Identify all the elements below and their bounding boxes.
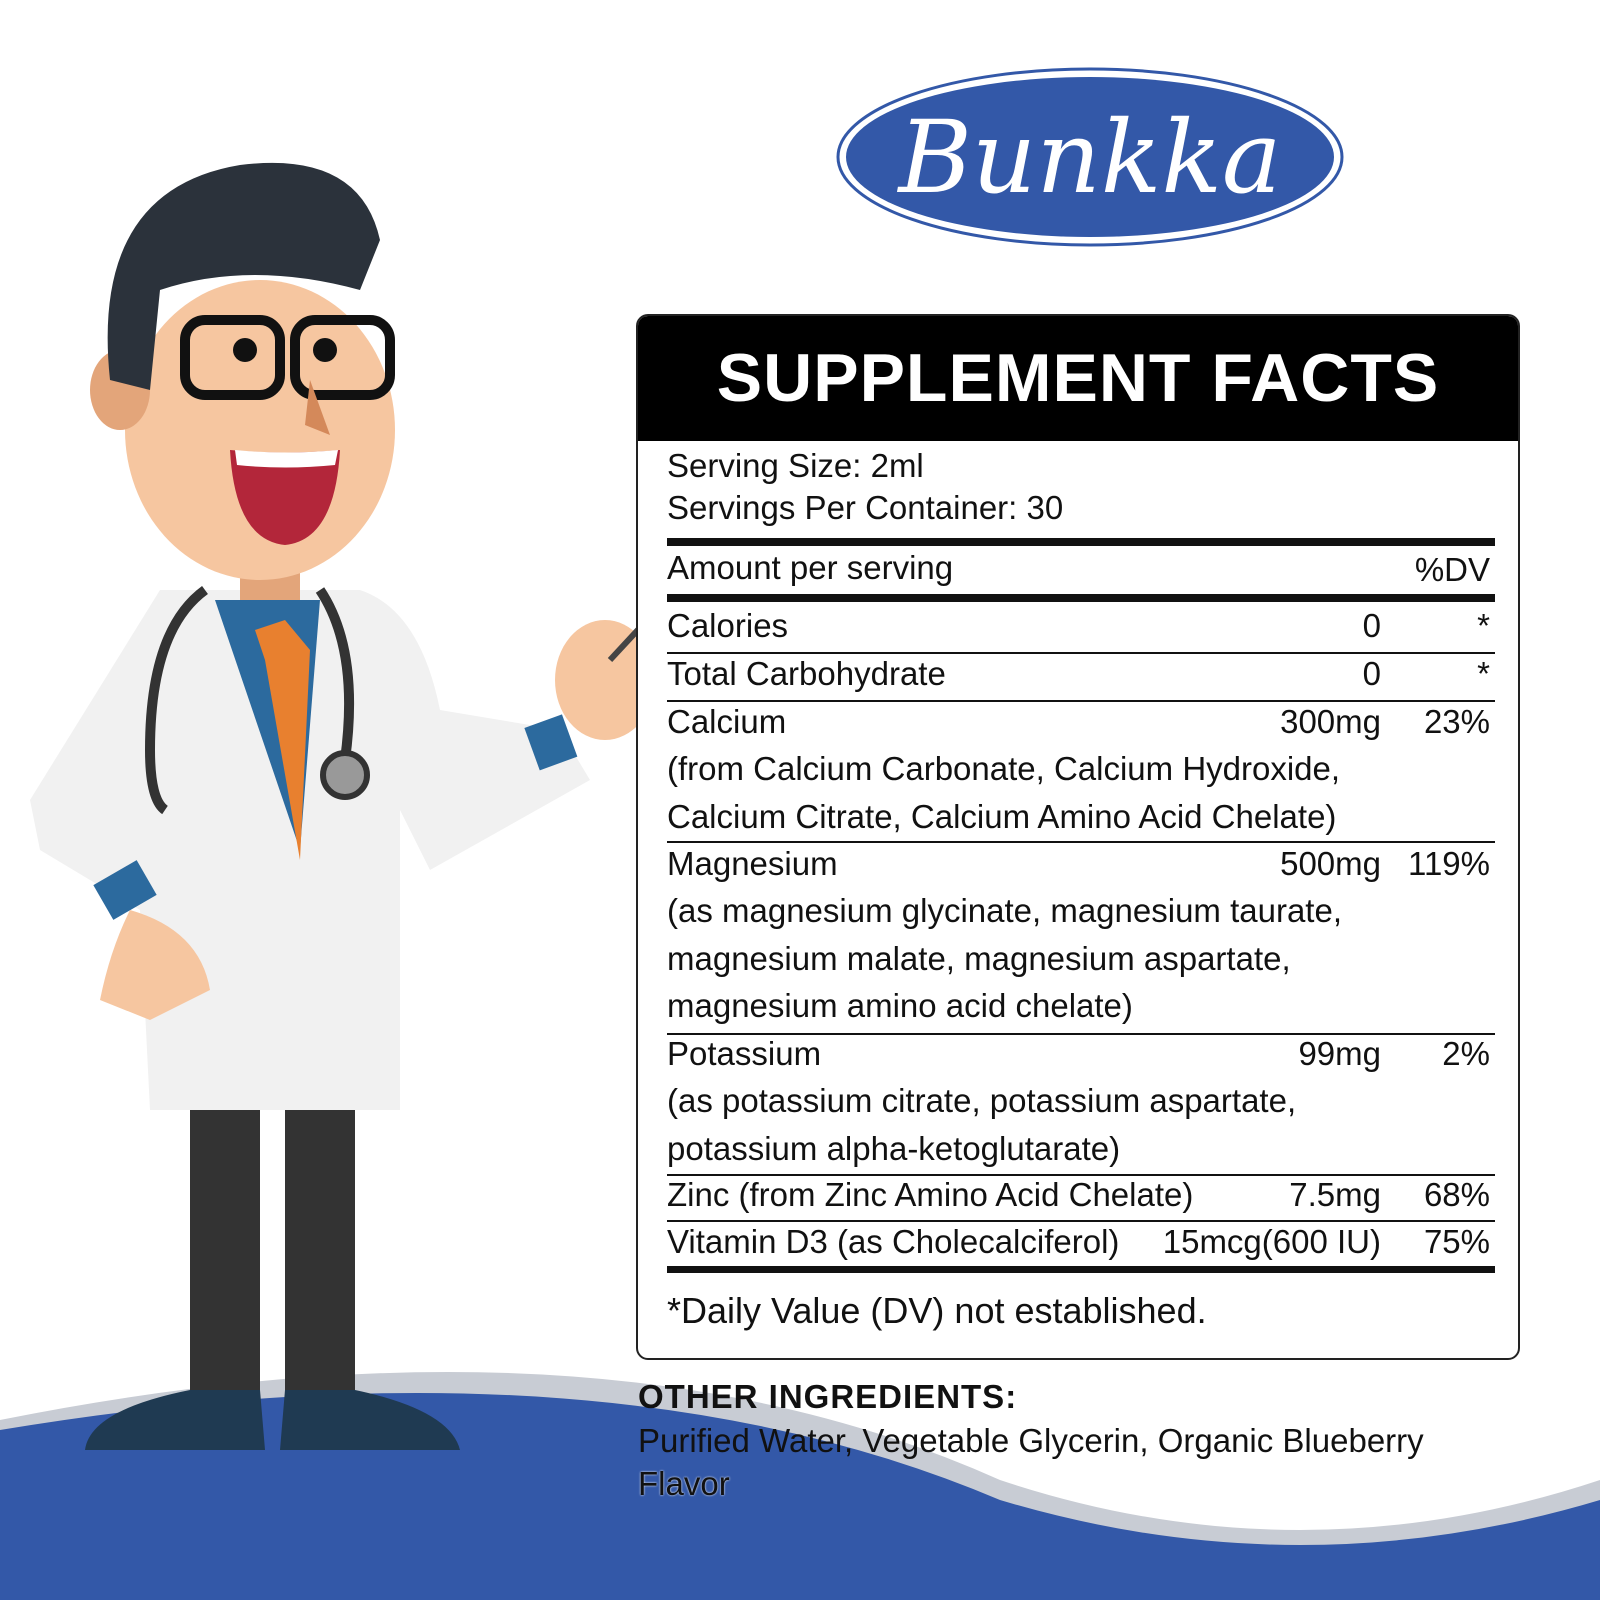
nutrient-detail: (as magnesium glycinate, magnesium taura…: [667, 892, 1342, 929]
nutrient-dv: *: [1477, 655, 1490, 692]
other-ingredients-title: OTHER INGREDIENTS:: [638, 1378, 1018, 1415]
supplement-facts-panel: SUPPLEMENT FACTS: [636, 314, 1520, 1360]
nutrient-amount: 500mg: [1280, 845, 1381, 882]
nutrient-dv: 23%: [1423, 703, 1490, 740]
nutrient-detail: magnesium malate, magnesium aspartate,: [667, 940, 1291, 977]
footnote: *Daily Value (DV) not established.: [667, 1290, 1207, 1331]
nutrient-name: Magnesium: [667, 845, 838, 882]
nutrient-dv: 68%: [1423, 1176, 1490, 1213]
divider: [667, 1033, 1495, 1035]
nutrient-amount: 0: [1362, 655, 1381, 692]
nutrient-amount: 300mg: [1280, 703, 1381, 740]
dv-header: %DV: [1414, 551, 1490, 588]
amount-header: Amount per serving: [667, 549, 954, 586]
nutrient-dv: 75%: [1423, 1223, 1490, 1260]
nutrient-dv: 2%: [1442, 1035, 1490, 1072]
nutrient-dv: *: [1477, 607, 1490, 644]
nutrient-amount: 99mg: [1298, 1035, 1381, 1072]
nutrient-name: Vitamin D3 (as Cholecalciferol): [667, 1223, 1120, 1260]
doctor-illustration: [30, 162, 680, 1450]
facts-title: SUPPLEMENT FACTS: [638, 316, 1518, 441]
nutrient-name: Zinc (from Zinc Amino Acid Chelate): [667, 1176, 1194, 1213]
nutrient-name: Potassium: [667, 1035, 822, 1072]
svg-text:Bunkka: Bunkka: [896, 99, 1281, 216]
nutrient-detail: magnesium amino acid chelate): [667, 987, 1133, 1024]
divider: [667, 1174, 1495, 1176]
nutrient-detail: (as potassium citrate, potassium asparta…: [667, 1082, 1297, 1119]
nutrient-detail: Calcium Citrate, Calcium Amino Acid Chel…: [667, 798, 1337, 835]
nutrient-amount: 7.5mg: [1289, 1176, 1381, 1213]
nutrient-amount: 0: [1362, 607, 1381, 644]
nutrient-dv: 119%: [1408, 845, 1490, 882]
servings-per-container: Servings Per Container: 30: [667, 489, 1064, 526]
divider: [667, 1266, 1495, 1273]
nutrient-name: Calcium: [667, 703, 787, 740]
nutrient-amount: 15mcg(600 IU): [1162, 1223, 1381, 1260]
divider: [667, 1220, 1495, 1222]
nutrient-detail: potassium alpha-ketoglutarate): [667, 1130, 1121, 1167]
nutrient-name: Total Carbohydrate: [667, 655, 946, 692]
divider: [667, 841, 1495, 843]
bunkka-logo: Bunkka: [836, 67, 1344, 247]
divider: [667, 652, 1495, 654]
other-ingredients-line: Purified Water, Vegetable Glycerin, Orga…: [638, 1422, 1424, 1459]
divider: [667, 594, 1495, 602]
nutrient-name: Calories: [667, 607, 789, 644]
divider: [667, 538, 1495, 546]
divider: [667, 700, 1495, 702]
nutrient-detail: (from Calcium Carbonate, Calcium Hydroxi…: [667, 750, 1341, 787]
serving-size: Serving Size: 2ml: [667, 447, 924, 484]
other-ingredients-line: Flavor: [638, 1465, 730, 1502]
